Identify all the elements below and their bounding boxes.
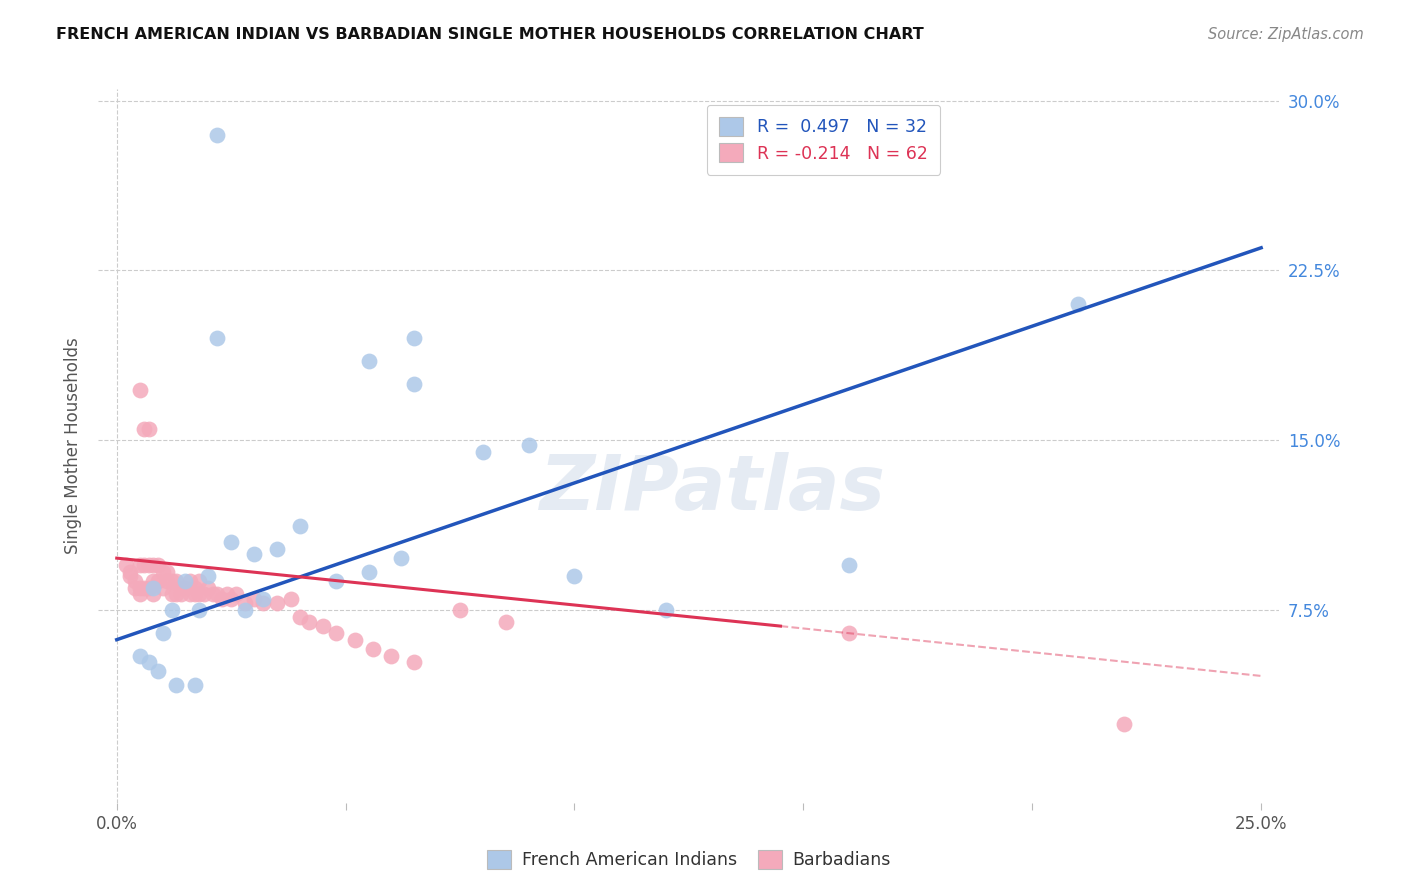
Point [389, 551, 412, 566]
Point [124, 574, 146, 588]
Point [252, 591, 274, 606]
Point [280, 591, 302, 606]
Point [288, 610, 311, 624]
Point [288, 519, 311, 533]
Point [179, 574, 201, 588]
Point [165, 574, 187, 588]
Point [128, 648, 150, 663]
Point [1112, 716, 1135, 731]
Point [495, 615, 517, 629]
Point [404, 656, 426, 670]
Point [361, 641, 384, 656]
Point [207, 128, 229, 142]
Point [188, 574, 211, 588]
Point [266, 597, 288, 611]
Point [128, 558, 150, 572]
Point [124, 581, 146, 595]
Point [233, 597, 256, 611]
Point [449, 603, 471, 617]
Point [146, 558, 169, 572]
Point [312, 619, 335, 633]
Point [142, 587, 165, 601]
Point [120, 565, 142, 579]
Point [193, 587, 215, 601]
Point [152, 626, 174, 640]
Text: Source: ZipAtlas.com: Source: ZipAtlas.com [1208, 27, 1364, 42]
Point [201, 587, 224, 601]
Point [243, 591, 266, 606]
Text: ZIPatlas: ZIPatlas [540, 452, 886, 525]
Point [404, 376, 426, 391]
Point [138, 558, 160, 572]
Point [197, 581, 219, 595]
Point [233, 603, 256, 617]
Point [325, 574, 347, 588]
Point [219, 535, 242, 549]
Point [179, 587, 201, 601]
Point [146, 574, 169, 588]
Point [1067, 297, 1090, 311]
Point [156, 565, 179, 579]
Point [183, 581, 205, 595]
Point [325, 626, 347, 640]
Point [160, 574, 183, 588]
Point [160, 603, 183, 617]
Point [838, 558, 860, 572]
Point [165, 678, 187, 692]
Point [211, 591, 233, 606]
Point [138, 581, 160, 595]
Point [170, 587, 193, 601]
Point [134, 558, 156, 572]
Y-axis label: Single Mother Households: Single Mother Households [65, 338, 83, 554]
Point [138, 422, 160, 436]
Point [134, 581, 156, 595]
Point [165, 587, 187, 601]
Point [146, 665, 169, 679]
Point [357, 354, 380, 368]
Point [152, 581, 174, 595]
Point [380, 648, 402, 663]
Point [152, 565, 174, 579]
Point [142, 574, 165, 588]
Text: FRENCH AMERICAN INDIAN VS BARBADIAN SINGLE MOTHER HOUSEHOLDS CORRELATION CHART: FRENCH AMERICAN INDIAN VS BARBADIAN SING… [56, 27, 924, 42]
Point [225, 587, 247, 601]
Point [655, 603, 678, 617]
Point [183, 587, 205, 601]
Point [183, 678, 205, 692]
Point [207, 587, 229, 601]
Point [128, 587, 150, 601]
Point [517, 438, 540, 452]
Point [142, 558, 165, 572]
Point [188, 587, 211, 601]
Point [197, 569, 219, 583]
Point [471, 444, 494, 458]
Point [404, 331, 426, 345]
Point [564, 569, 586, 583]
Point [160, 587, 183, 601]
Point [156, 574, 179, 588]
Point [120, 569, 142, 583]
Point [142, 581, 165, 595]
Point [219, 591, 242, 606]
Point [207, 331, 229, 345]
Point [174, 581, 197, 595]
Point [188, 603, 211, 617]
Point [134, 422, 156, 436]
Point [243, 547, 266, 561]
Point [170, 581, 193, 595]
Point [128, 384, 150, 398]
Point [343, 632, 366, 647]
Point [128, 581, 150, 595]
Point [266, 542, 288, 557]
Point [215, 587, 238, 601]
Point [138, 656, 160, 670]
Point [298, 615, 321, 629]
Point [838, 626, 860, 640]
Point [115, 558, 138, 572]
Point [174, 574, 197, 588]
Point [357, 565, 380, 579]
Legend: French American Indians, Barbadians: French American Indians, Barbadians [479, 843, 898, 876]
Point [252, 597, 274, 611]
